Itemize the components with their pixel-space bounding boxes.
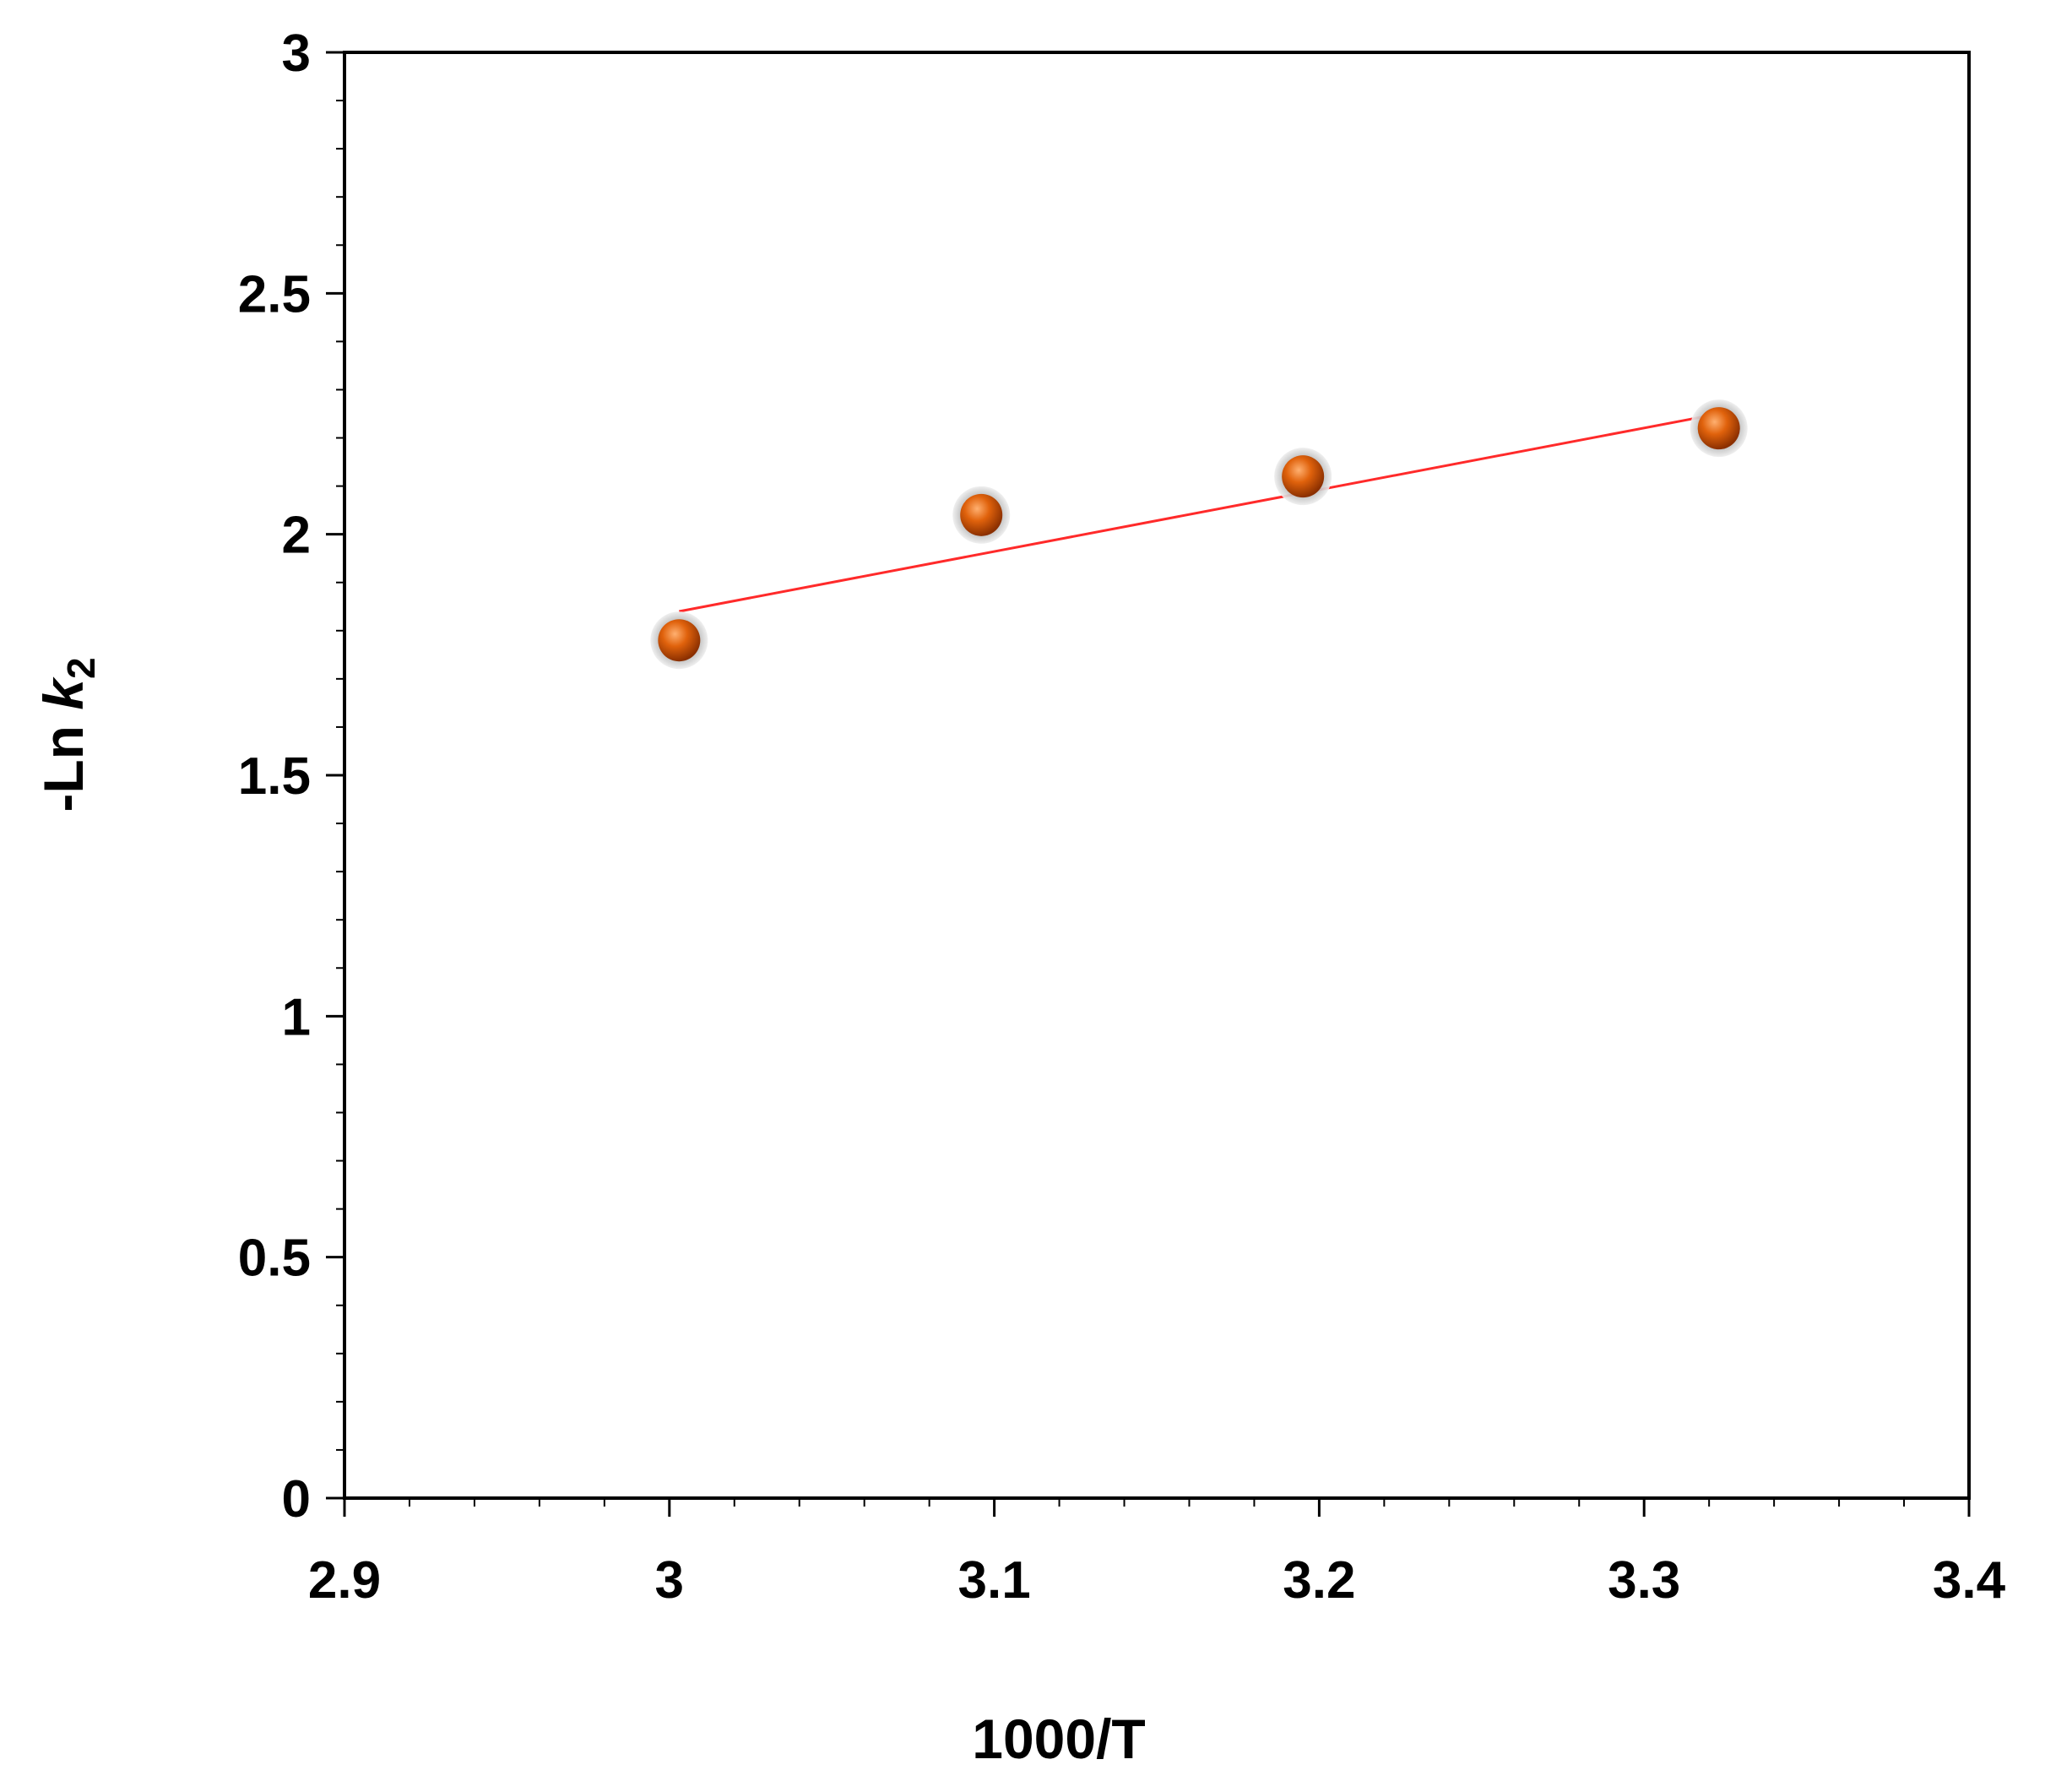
data-point-marker xyxy=(1697,407,1740,450)
y-tick-label: 3 xyxy=(282,24,311,83)
y-axis-title-subscript: 2 xyxy=(59,657,103,679)
y-tick-label: 2 xyxy=(282,507,311,565)
data-point-marker xyxy=(658,619,701,662)
x-tick-labels: 2.9 3 3.1 3.2 3.3 3.4 xyxy=(308,1551,2006,1610)
y-minor-ticks xyxy=(326,51,344,1500)
x-tick-label: 3.4 xyxy=(1933,1551,2006,1610)
y-tick-label: 2.5 xyxy=(238,265,311,323)
x-tick-label: 3.1 xyxy=(957,1551,1030,1610)
y-tick-label: 1.5 xyxy=(238,747,311,806)
y-tick-labels: 0 0.5 1 1.5 2 2.5 3 xyxy=(238,24,311,1529)
x-tick-label: 3 xyxy=(655,1551,684,1610)
x-minor-ticks xyxy=(343,1498,1971,1517)
data-points xyxy=(650,399,1748,670)
y-axis-title-prefix: -Ln xyxy=(32,710,95,812)
x-axis-title: 1000/T xyxy=(972,1708,1145,1770)
x-tick-label: 3.2 xyxy=(1283,1551,1355,1610)
x-tick-label: 2.9 xyxy=(308,1551,381,1610)
x-tick-label: 3.3 xyxy=(1608,1551,1680,1610)
data-point-marker xyxy=(1282,455,1325,498)
data-point xyxy=(1274,448,1332,506)
y-tick-label: 0.5 xyxy=(238,1230,311,1288)
trendline xyxy=(679,412,1719,613)
plot-area xyxy=(343,51,1971,1500)
data-point-marker xyxy=(960,493,1003,536)
y-tick-label: 1 xyxy=(282,988,311,1046)
data-point xyxy=(650,611,708,670)
data-point xyxy=(952,486,1011,544)
y-axis-title-variable: k xyxy=(32,676,95,710)
y-tick-label: 0 xyxy=(282,1470,311,1529)
data-point xyxy=(1690,399,1748,458)
y-axis-title: -Ln k2 xyxy=(32,657,103,812)
